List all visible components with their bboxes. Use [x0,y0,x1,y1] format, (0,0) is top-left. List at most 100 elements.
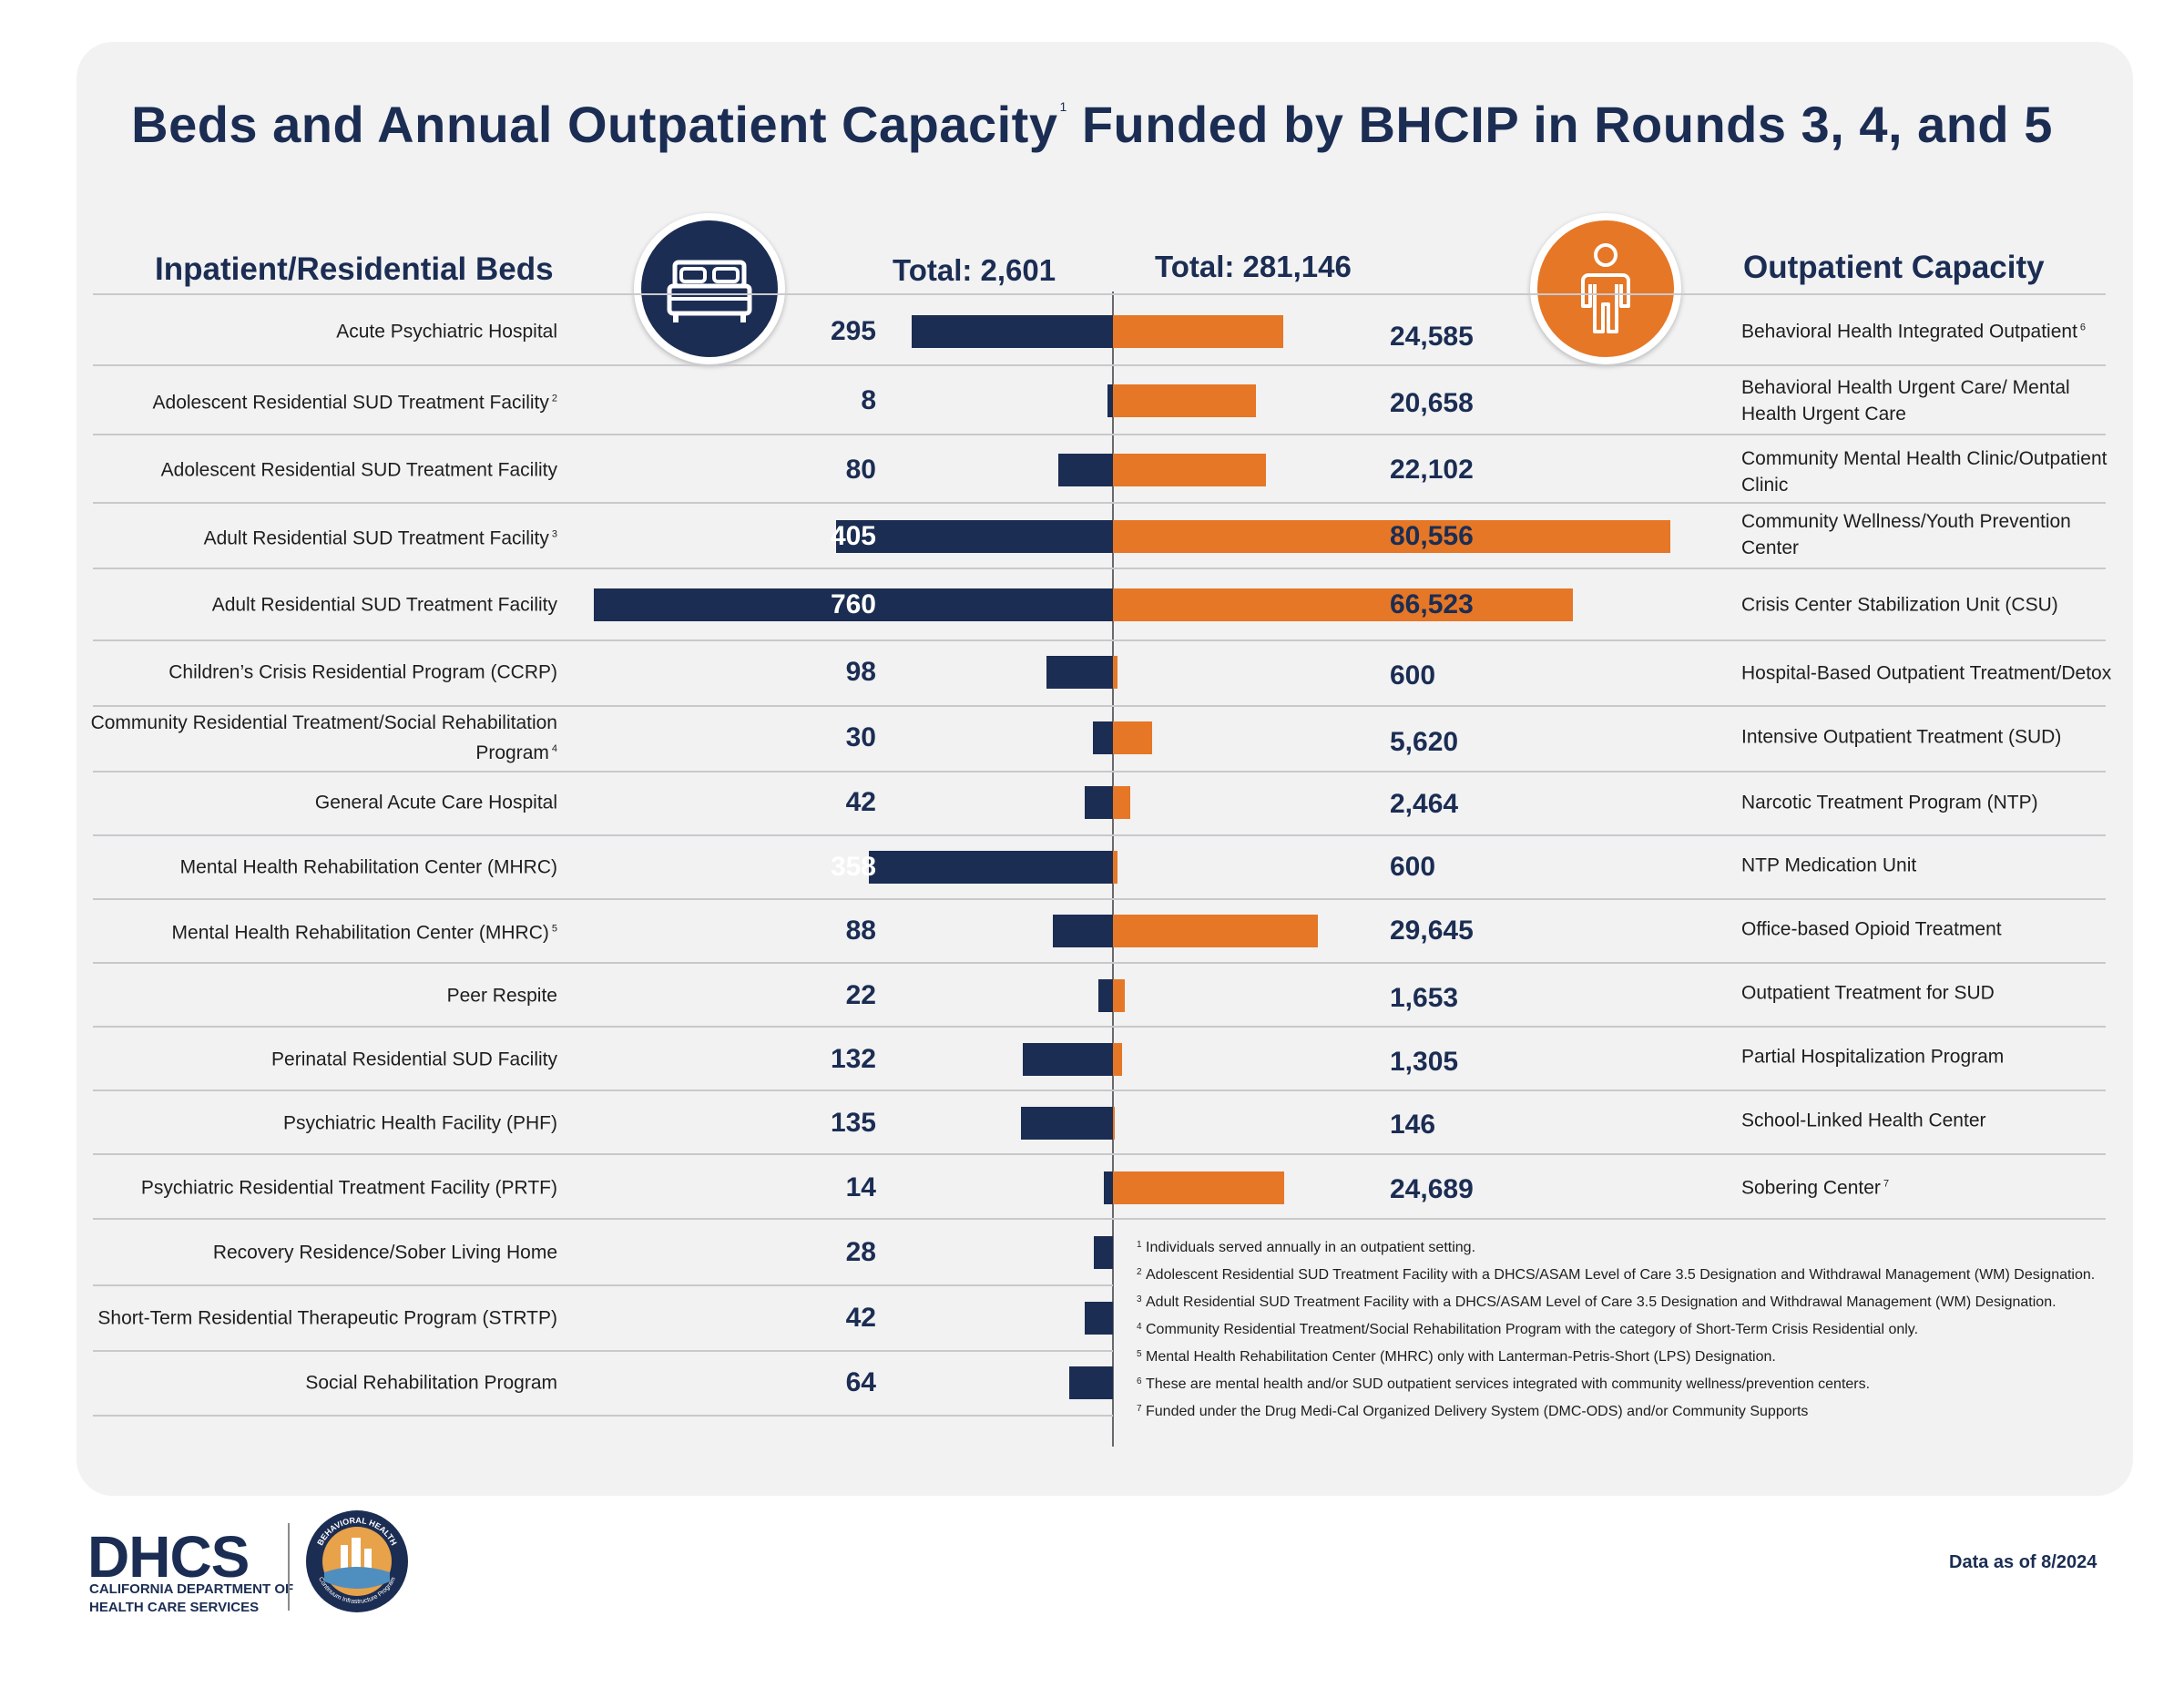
outpatient-category-label: Outpatient Treatment for SUD [1741,980,2124,1007]
outpatient-value-label: 24,585 [1390,322,1474,352]
beds-category-text: Adolescent Residential SUD Treatment Fac… [152,392,549,414]
beds-bar [911,315,1113,348]
footnote-number: 6 [1137,1376,1142,1386]
beds-category-text: Adult Residential SUD Treatment Facility [211,594,557,616]
outpatient-value-label: 600 [1390,660,1436,691]
beds-value-label: 14 [845,1172,876,1202]
outpatient-bar [1113,520,1670,553]
outpatient-bar [1113,656,1118,689]
row-divider-right [1113,962,2106,964]
beds-category-label: Mental Health Rehabilitation Center (MHR… [84,854,557,881]
footnote-number: 1 [1137,1240,1142,1250]
outpatient-total: Total: 281,146 [1155,250,1352,283]
outpatient-bar [1113,454,1266,486]
outpatient-category-label: Crisis Center Stabilization Unit (CSU) [1741,592,2124,619]
outpatient-category-text: NTP Medication Unit [1741,854,1917,876]
beds-value-label: 42 [845,1303,876,1333]
footnote-number: 2 [1137,1267,1142,1277]
logo-separator [288,1523,290,1611]
outpatient-header: Outpatient Capacity [1743,250,2045,285]
outpatient-category-text: Office-based Opioid Treatment [1741,918,2002,940]
row-divider-right [1113,568,2106,569]
dhcs-logo: DHCS CALIFORNIA DEPARTMENT OF HEALTH CAR… [87,1523,415,1623]
footnotes: 1 Individuals served annually in an outpa… [1137,1237,2120,1428]
footnote-text: Mental Health Rehabilitation Center (MHR… [1146,1349,1776,1365]
beds-category-text: Children’s Crisis Residential Program (C… [168,661,557,683]
footnote-item: 5 Mental Health Rehabilitation Center (MH… [1137,1346,2120,1368]
outpatient-bar [1113,588,1574,621]
beds-bar [1084,786,1113,819]
row-divider-left [93,1284,1113,1286]
beds-total: Total: 2,601 [893,253,1056,287]
footnote-text: Individuals served annually in an outpat… [1146,1240,1476,1255]
outpatient-category-text: Behavioral Health Integrated Outpatient [1741,321,2077,343]
beds-category-text: Adult Residential SUD Treatment Facility [203,527,549,549]
row-divider-left [93,293,1113,295]
dhcs-line1: CALIFORNIA DEPARTMENT OF [89,1581,294,1597]
footnote-text: These are mental health and/or SUD outpa… [1146,1376,1871,1392]
row-divider-left [93,834,1113,836]
outpatient-value-label: 1,305 [1390,1047,1459,1077]
title-rest: Funded by BHCIP in Rounds 3, 4, and 5 [1081,96,2053,153]
row-divider-right [1113,639,2106,641]
footnote-ref: 6 [2079,322,2087,333]
row-divider-left [93,1090,1113,1091]
row-divider-left [93,771,1113,772]
beds-bar [1092,721,1113,754]
beds-bar [1020,1107,1113,1140]
beds-bar [1084,1302,1113,1335]
beds-header: Inpatient/Residential Beds [155,251,554,287]
beds-value-label: 135 [830,1108,876,1138]
beds-category-text: Mental Health Rehabilitation Center (MHR… [171,922,549,944]
footnote-ref: 3 [551,528,557,540]
row-divider-left [93,1026,1113,1028]
beds-category-label: Social Rehabilitation Program [84,1370,557,1396]
footnote-item: 3 Adult Residential SUD Treatment Facilit… [1137,1292,2120,1314]
outpatient-category-label: Behavioral Health Urgent Care/ Mental He… [1741,374,2124,427]
outpatient-bar [1113,1043,1122,1076]
beds-bar [1058,454,1113,486]
row-divider-left [93,1350,1113,1352]
bed-icon [634,213,785,364]
outpatient-value-label: 29,645 [1390,916,1474,946]
row-divider-left [93,502,1113,504]
outpatient-value-label: 22,102 [1390,455,1474,485]
outpatient-category-text: Behavioral Health Urgent Care/ Mental He… [1741,377,2070,425]
footnote-text: Adolescent Residential SUD Treatment Fac… [1146,1267,2096,1283]
beds-value-label: 98 [845,657,876,687]
outpatient-value-label: 1,653 [1390,983,1459,1013]
beds-value-label: 88 [845,916,876,946]
outpatient-category-label: Narcotic Treatment Program (NTP) [1741,790,2124,816]
beds-bar [1069,1366,1113,1399]
beds-bar [836,520,1113,553]
beds-category-label: Adolescent Residential SUD Treatment Fac… [84,386,557,416]
row-divider-right [1113,434,2106,435]
outpatient-bar [1113,915,1319,947]
outpatient-bar [1113,786,1130,819]
outpatient-bar [1113,1171,1284,1204]
outpatient-value-label: 600 [1390,852,1436,882]
footnote-item: 4 Community Residential Treatment/Social … [1137,1319,2120,1341]
outpatient-category-label: School-Linked Health Center [1741,1108,2124,1134]
beds-category-label: Acute Psychiatric Hospital [84,319,557,345]
beds-category-text: Recovery Residence/Sober Living Home [212,1242,557,1263]
dhcs-wordmark: DHCS [87,1524,250,1590]
row-divider-left [93,639,1113,641]
beds-category-label: Children’s Crisis Residential Program (C… [84,660,557,686]
title-main: Beds and Annual Outpatient Capacity [131,96,1058,153]
data-as-of: Data as of 8/2024 [1949,1552,2097,1572]
beds-category-text: Psychiatric Residential Treatment Facili… [140,1177,557,1199]
beds-bar [1053,915,1113,947]
row-divider-left [93,568,1113,569]
beds-category-text: Acute Psychiatric Hospital [336,321,557,343]
row-divider-right [1113,293,2106,295]
footnote-text: Adult Residential SUD Treatment Facility… [1146,1294,2056,1310]
outpatient-category-text: School-Linked Health Center [1741,1110,1986,1131]
footnote-number: 5 [1137,1349,1142,1359]
outpatient-bar [1113,721,1152,754]
outpatient-value-label: 66,523 [1390,589,1474,619]
outpatient-category-text: Community Wellness/Youth Prevention Cent… [1741,511,2071,558]
outpatient-category-text: Outpatient Treatment for SUD [1741,982,1995,1004]
row-divider-right [1113,834,2106,836]
footnote-item: 7 Funded under the Drug Medi-Cal Organize… [1137,1401,2120,1423]
